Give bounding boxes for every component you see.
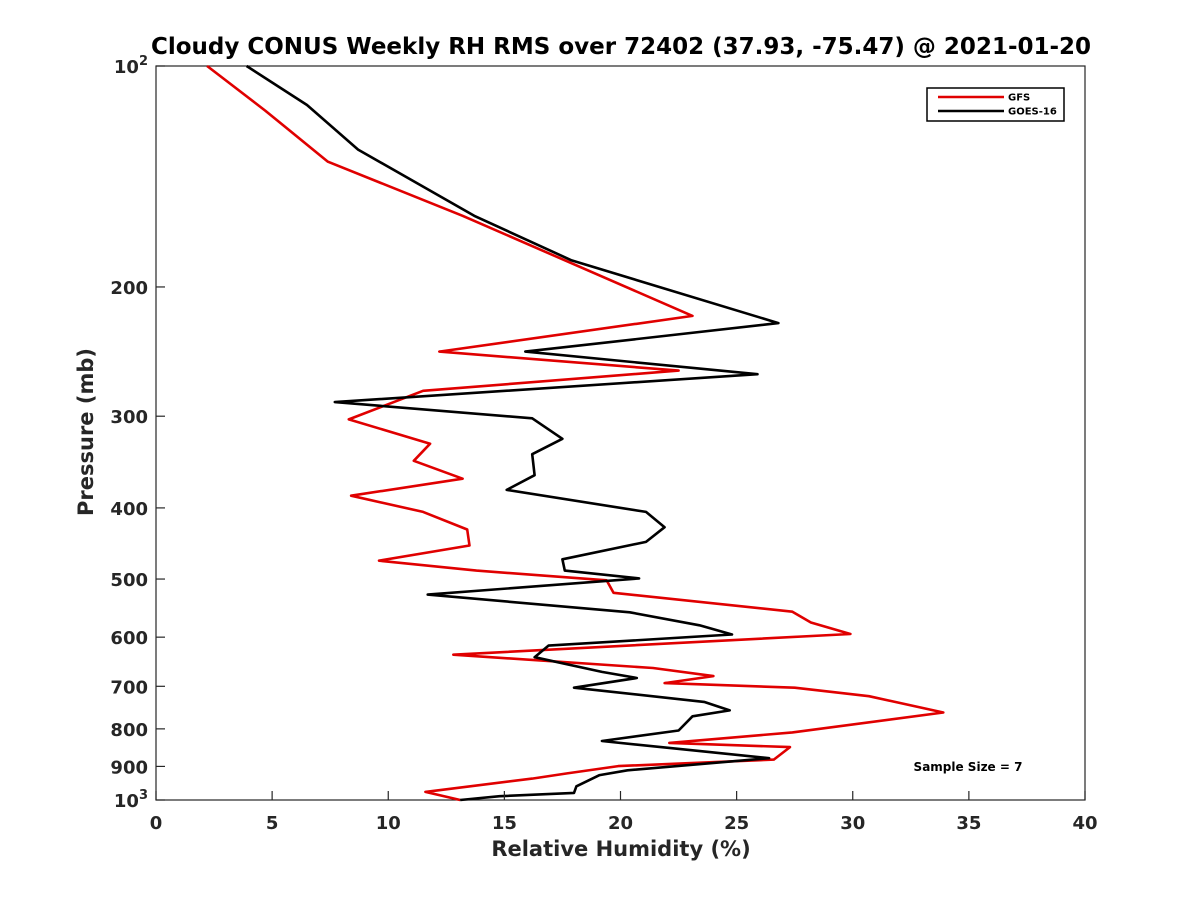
series-line-goes-16 [245, 64, 780, 802]
x-tick-label: 40 [1072, 813, 1097, 834]
x-tick-label: 25 [724, 813, 749, 834]
y-tick-label: 400 [110, 499, 148, 520]
x-tick-label: 0 [150, 813, 163, 834]
x-tick-label: 5 [266, 813, 279, 834]
y-tick-label: 700 [110, 677, 148, 698]
x-tick-label: 10 [376, 813, 401, 834]
x-tick-label: 35 [956, 813, 981, 834]
x-tick-label: 30 [840, 813, 865, 834]
plot-frame [155, 65, 1086, 801]
y-tick-label: 800 [110, 720, 148, 741]
series-layer [206, 64, 945, 802]
y-axis-label: Pressure (mb) [74, 348, 98, 516]
y-tick-label: 200 [110, 278, 148, 299]
x-tick-label: 15 [492, 813, 517, 834]
sample-size-annotation: Sample Size = 7 [914, 760, 1023, 774]
legend-label: GOES-16 [1008, 107, 1057, 118]
legend-box [926, 87, 1065, 122]
x-axis-label: Relative Humidity (%) [491, 837, 750, 861]
y-tick-label: 900 [110, 757, 148, 778]
chart-title: Cloudy CONUS Weekly RH RMS over 72402 (3… [151, 34, 1091, 60]
plot-area: 0 5 10 15 20 25 30 35 40 10220030040050060070080… [110, 54, 1097, 834]
y-tick-label: 500 [110, 570, 148, 591]
legend-label: GFS [1008, 93, 1030, 104]
y-tick-label: 300 [110, 407, 148, 428]
legend-entries: GFS GOES-16 [938, 93, 1057, 118]
x-tick-label: 20 [608, 813, 633, 834]
legend: GFS GOES-16 [926, 87, 1065, 122]
series-line-gfs [206, 64, 945, 802]
y-tick-label: 600 [110, 628, 148, 649]
x-axis: 0 5 10 15 20 25 30 35 40 [150, 791, 1098, 834]
